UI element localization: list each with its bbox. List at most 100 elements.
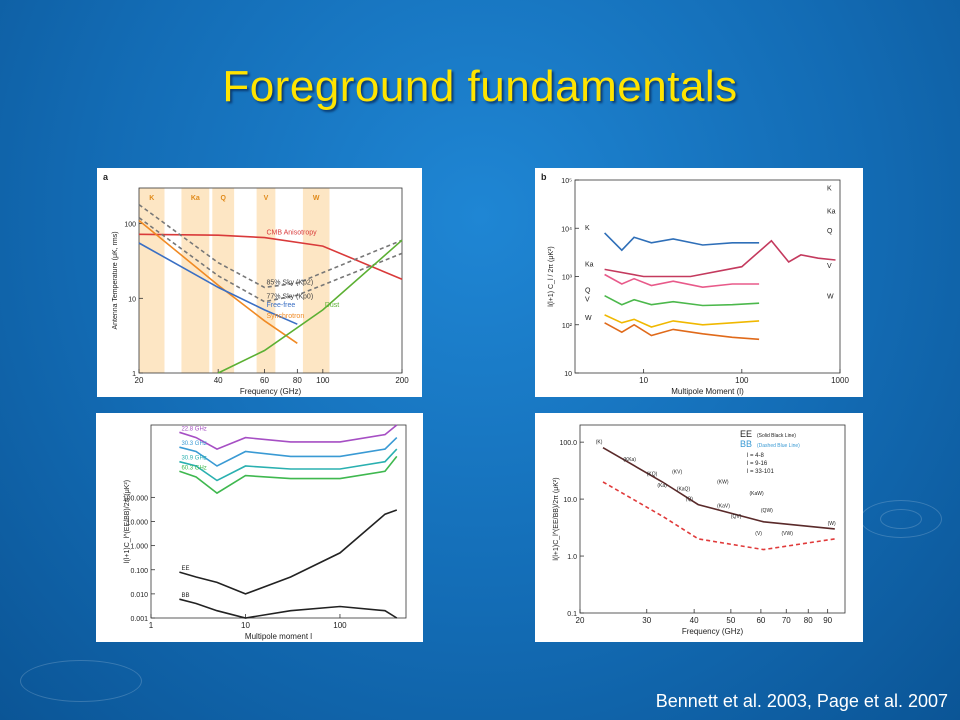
- legend-title-ee: EE: [740, 429, 752, 439]
- x-tick-label: 60: [260, 376, 269, 385]
- chart-panel-b: 10 100 1000 10 10² 10³ 10⁴ 10⁵ Multipole Moment …: [535, 168, 863, 397]
- plot-frame: [579, 424, 846, 614]
- band-label: V: [827, 263, 832, 270]
- x-tick-label: 80: [293, 376, 302, 385]
- series-line: [604, 314, 760, 328]
- series-label: Free-free: [266, 302, 295, 309]
- y-tick-label: 0.1: [567, 611, 577, 618]
- y-axis-label: l(l+1)C_l^(EE/BB)/2π (μK²): [124, 480, 131, 563]
- y-axis-label: Antenna Temperature (μK, rms): [112, 231, 119, 329]
- series-line: [179, 448, 398, 482]
- y-tick-label: 10.000: [127, 520, 149, 527]
- series-line: [138, 242, 298, 325]
- y-tick-label: 100: [124, 222, 136, 229]
- band-label: Ka: [827, 209, 836, 216]
- series-line: [602, 447, 835, 530]
- y-tick-label: 100.0: [559, 440, 577, 447]
- frequency-band: [256, 188, 276, 373]
- x-tick-label: 20: [135, 376, 144, 385]
- citation: Bennett et al. 2003, Page et al. 2007: [655, 691, 948, 711]
- series-line: [179, 455, 398, 495]
- series-line: [138, 217, 403, 303]
- x-tick-label: 100: [316, 376, 330, 385]
- legend-item: l = 4-8: [747, 453, 765, 459]
- x-tick-label: 200: [395, 376, 409, 385]
- band-pair-label: (KKa): [623, 457, 636, 463]
- x-tick-label: 80: [804, 616, 813, 625]
- band-pair-label: (V): [755, 531, 762, 537]
- series-line: [604, 273, 760, 289]
- series-line: [138, 219, 298, 344]
- chart-panel-c: 1 10 100 0.001 0.010 0.100 1.000 10.000 100.000 M…: [96, 413, 423, 642]
- series-line: [217, 239, 403, 374]
- x-tick-label: 10: [241, 621, 250, 630]
- band-pair-label: (Q): [686, 497, 694, 503]
- x-tick-label: 90: [823, 616, 832, 625]
- series-label: 60.3 GHz: [181, 465, 206, 471]
- x-tick-label: 20: [576, 616, 585, 625]
- band-pair-label: (VW): [781, 531, 793, 537]
- band-label: Q: [220, 195, 226, 202]
- series-line: [604, 232, 760, 252]
- series-label: 30.9 GHz: [181, 456, 206, 462]
- y-tick-label: 10⁴: [561, 226, 572, 233]
- series-label: V: [585, 297, 590, 304]
- chart-panel-a: K Ka Q V W 20 40 60 80 100 200 1 10 100 Frequency (GHz…: [97, 168, 422, 397]
- series-label: BB: [181, 593, 189, 599]
- series-line: [604, 294, 760, 307]
- band-pair-label: (KaQ): [677, 487, 691, 493]
- chart-b: 10 100 1000 10 10² 10³ 10⁴ 10⁵ Multipole Moment …: [541, 172, 849, 396]
- y-tick-label: 10⁵: [561, 178, 572, 185]
- chart-panel-d: 20 30 40 50 60 70 80 90 0.1 1.0 10.0 100.0 Frequency…: [535, 413, 863, 642]
- series-line: [138, 233, 403, 281]
- band-label: V: [264, 195, 269, 202]
- band-label: Q: [827, 228, 833, 235]
- band-pair-label: (KV): [672, 469, 682, 475]
- x-axis-label: Multipole moment l: [245, 632, 312, 641]
- chart-c: 1 10 100 0.001 0.010 0.100 1.000 10.000 100.000 M…: [123, 424, 407, 641]
- series-label: EE: [181, 566, 189, 572]
- band-label: W: [827, 293, 834, 300]
- plot-frame: [574, 179, 841, 374]
- series-label: Q: [585, 288, 591, 295]
- y-tick-label: 10³: [562, 275, 573, 282]
- x-tick-label: 50: [726, 616, 735, 625]
- x-tick-label: 60: [756, 616, 765, 625]
- series-line: [602, 481, 835, 551]
- y-tick-label: 0.001: [130, 616, 148, 623]
- x-axis-label: Multipole Moment (l): [671, 387, 744, 396]
- panel-label: b: [541, 172, 547, 182]
- band-pair-label: (KQ): [647, 472, 658, 478]
- series-label: Synchrotron: [266, 313, 304, 320]
- band-pair-label: (KW): [717, 479, 729, 485]
- y-tick-label: 0.010: [130, 592, 148, 599]
- legend-item: l = 9-16: [747, 461, 768, 467]
- x-axis-label: Frequency (GHz): [682, 627, 744, 636]
- band-pair-label: (Ka): [657, 483, 667, 489]
- chart-d: 20 30 40 50 60 70 80 90 0.1 1.0 10.0 100.0 Frequency…: [553, 424, 846, 636]
- band-pair-label: (QV): [731, 514, 742, 520]
- legend-note-bb: (Dashed Blue Line): [757, 443, 800, 449]
- legend-title-bb: BB: [740, 439, 752, 449]
- x-tick-label: 100: [735, 376, 749, 385]
- x-tick-label: 70: [782, 616, 791, 625]
- x-tick-label: 40: [214, 376, 223, 385]
- band-pair-label: (KaV): [717, 504, 730, 510]
- legend-note-ee: (Solid Black Line): [757, 433, 796, 439]
- y-axis-label: l(l+1)C_l^(EE/BB)/2π (μK²): [553, 477, 560, 560]
- series-line: [604, 239, 836, 278]
- legend-item: l = 33-101: [747, 469, 775, 475]
- plot-frame: [150, 424, 407, 619]
- x-tick-label: 1: [149, 621, 154, 630]
- band-pair-label: (K): [596, 440, 603, 446]
- water-ripple: [880, 509, 922, 529]
- series-label: Ka: [585, 261, 594, 268]
- band-pair-label: (QW): [761, 508, 773, 514]
- series-label: 85% Sky (Kp2): [266, 279, 313, 286]
- chart-a: K Ka Q V W 20 40 60 80 100 200 1 10 100 Frequency (GHz…: [103, 172, 409, 396]
- series-label: 77% Sky (Kp0): [266, 294, 313, 301]
- y-tick-label: 1.000: [130, 544, 148, 551]
- band-label: K: [149, 195, 154, 202]
- y-tick-label: 100.000: [123, 495, 148, 502]
- series-line: [604, 322, 760, 341]
